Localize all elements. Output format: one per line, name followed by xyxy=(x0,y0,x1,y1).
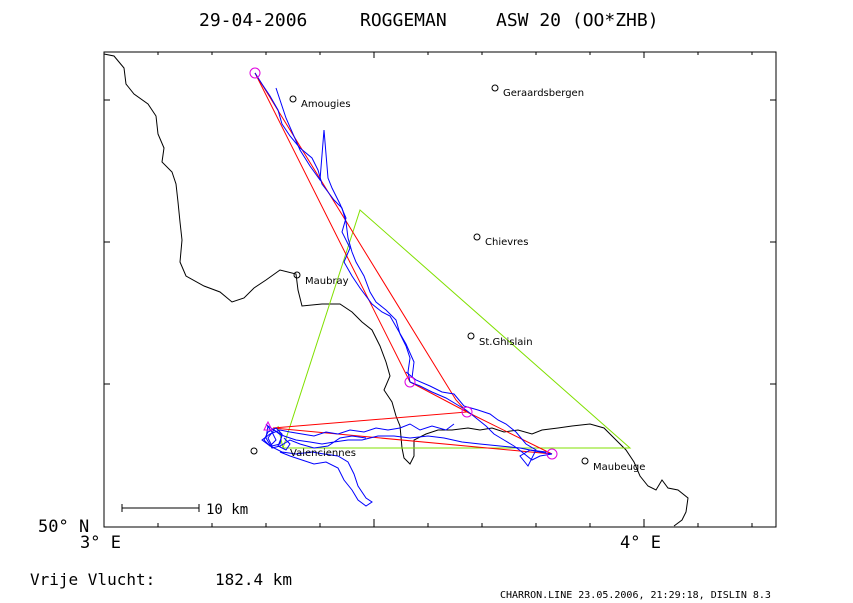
town-label: Maubeuge xyxy=(593,462,645,473)
track-leg-1b xyxy=(275,87,415,379)
track-leg-1 xyxy=(254,72,411,383)
turnpoint-start xyxy=(249,67,261,79)
town-maubray: Maubray xyxy=(293,271,349,287)
distance-label: Vrije Vlucht: xyxy=(30,570,155,589)
glider-id: ASW 20 (OO*ZHB) xyxy=(496,10,659,31)
turnpoint-finish xyxy=(263,420,273,431)
town-label: Geraardsbergen xyxy=(503,88,584,99)
town-label: Chievres xyxy=(485,237,528,248)
pilot-name: ROGGEMAN xyxy=(360,10,447,31)
top-ticks xyxy=(103,52,753,58)
plot-border xyxy=(103,51,777,528)
turnpoint-2 xyxy=(461,406,473,418)
fai-triangle xyxy=(282,209,632,449)
town-label: St.Ghislain xyxy=(479,337,533,348)
flight-date: 29-04-2006 xyxy=(199,10,307,31)
track-leg-3 xyxy=(265,425,553,455)
scale-bar-label: 10 km xyxy=(206,502,248,518)
town-label: Maubray xyxy=(305,276,349,287)
left-ticks xyxy=(104,99,110,385)
turnpoints xyxy=(249,67,558,460)
distance-info: Vrije Vlucht: 182.4 km xyxy=(30,570,292,589)
turnpoint-1 xyxy=(404,376,416,388)
town-geraardsbergen: Geraardsbergen xyxy=(491,84,584,99)
lat-label: 50° N xyxy=(38,517,89,537)
town-maubeuge: Maubeuge xyxy=(581,457,645,473)
town-label: Amougies xyxy=(301,99,351,110)
gps-track xyxy=(254,72,553,507)
town-valenciennes: Valenciennes xyxy=(250,447,356,459)
turnpoint-3 xyxy=(546,448,558,460)
border-line xyxy=(103,53,689,527)
lon-right-label: 4° E xyxy=(620,533,661,553)
track-leg-2 xyxy=(409,381,553,461)
map-frame xyxy=(103,51,777,528)
track-leg-3b xyxy=(261,423,455,507)
footer-credit: CHARRON.LINE 23.05.2006, 21:29:18, DISLI… xyxy=(500,590,771,601)
town-amougies: Amougies xyxy=(289,95,351,110)
bottom-ticks xyxy=(103,519,753,527)
axis-labels: 50° N 3° E 4° E xyxy=(38,517,661,553)
scale-bar: 10 km xyxy=(121,502,248,518)
track-leg-2b xyxy=(405,371,547,467)
town-label: Valenciennes xyxy=(290,448,356,459)
town-chievres: Chievres xyxy=(473,233,528,248)
distance-value: 182.4 km xyxy=(215,570,292,589)
country-border xyxy=(103,53,689,527)
town-st-ghislain: St.Ghislain xyxy=(467,332,533,348)
header: 29-04-2006 ROGGEMAN ASW 20 (OO*ZHB) xyxy=(199,10,659,31)
track-cluster xyxy=(263,423,291,451)
route-line xyxy=(254,72,553,455)
right-ticks xyxy=(770,99,776,385)
lon-left-label: 3° E xyxy=(80,533,121,553)
towns: Amougies Geraardsbergen Chievres Maubray… xyxy=(250,84,645,473)
